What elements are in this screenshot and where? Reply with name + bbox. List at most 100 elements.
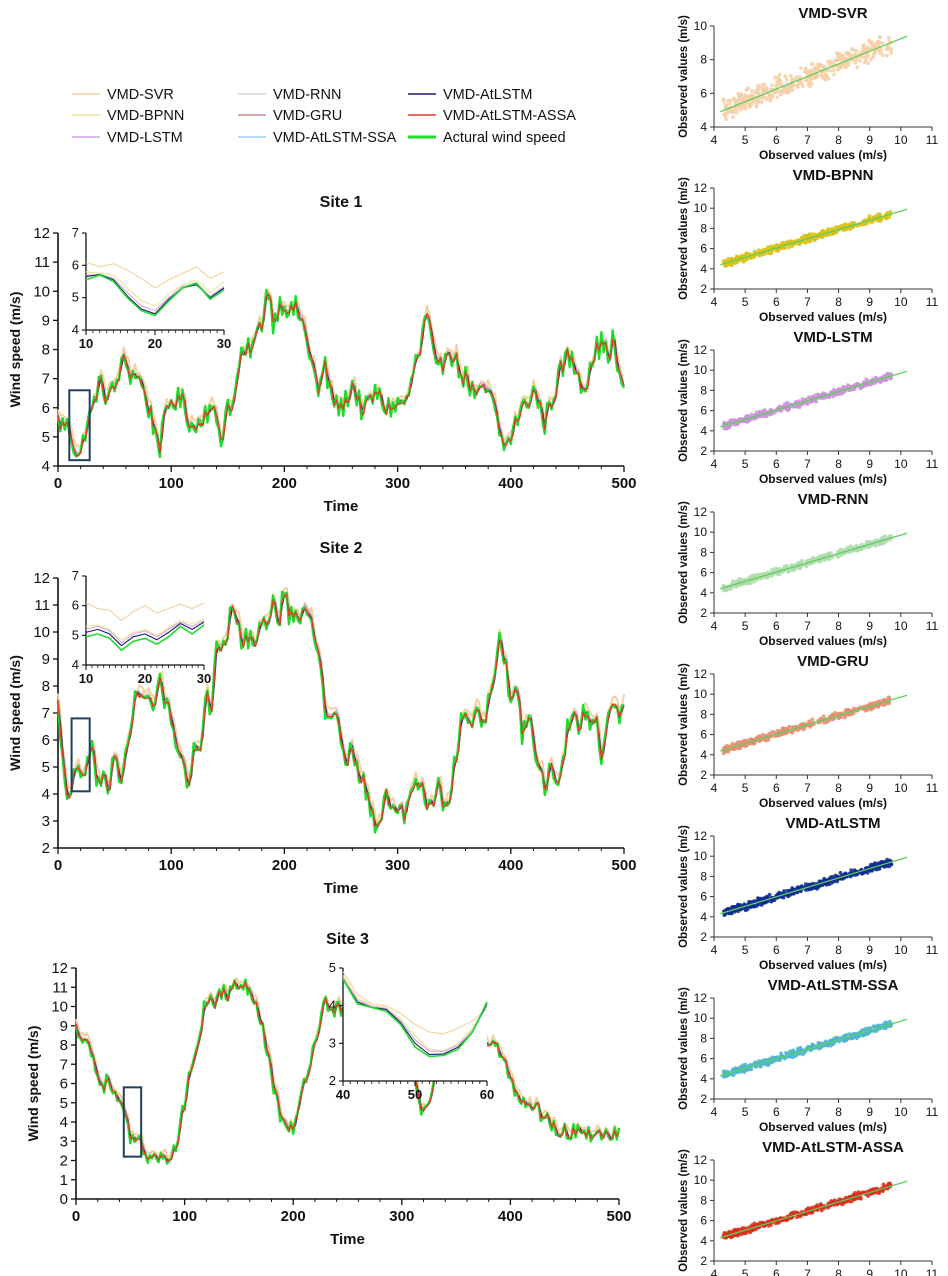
x-tick-label: 100 <box>159 857 184 874</box>
scatter-x-tick-label: 4 <box>711 295 718 309</box>
scatter-point <box>736 422 740 426</box>
scatter-x-tick-label: 11 <box>926 295 939 309</box>
scatter-point <box>780 895 784 899</box>
scatter-x-tick-label: 7 <box>804 133 811 147</box>
scatter-point <box>822 76 827 80</box>
scatter-point <box>880 41 885 45</box>
scatter-x-tick-label: 5 <box>742 457 749 471</box>
y-tick-label: 8 <box>60 1037 68 1054</box>
scatter-point <box>813 399 818 403</box>
y-tick-label: 10 <box>33 283 50 300</box>
scatter-point <box>815 74 820 79</box>
scatter-point <box>766 1061 771 1066</box>
scatter-point <box>782 565 786 570</box>
scatter-point <box>775 80 780 84</box>
scatter-x-label: Observed values (m/s) <box>759 148 887 162</box>
scatter-x-tick-label: 8 <box>835 1105 842 1119</box>
scatter-y-tick-label: 6 <box>700 566 707 580</box>
scatter-point <box>887 695 892 700</box>
scatter-y-tick-label: 10 <box>694 201 708 215</box>
scatter-point <box>789 87 794 92</box>
scatter-x-tick-label: 11 <box>926 619 939 633</box>
scatter-point <box>859 1196 863 1201</box>
scatter-x-tick-label: 8 <box>835 295 842 309</box>
legend-label: VMD-AtLSTM-ASSA <box>443 108 576 124</box>
y-axis-label: Wind speed (m/s) <box>7 292 23 408</box>
scatter-point <box>777 77 782 82</box>
scatter-point <box>724 117 729 122</box>
inset-y-tick-label: 7 <box>72 225 79 240</box>
scatter-point <box>753 1060 758 1065</box>
inset-y-tick-label: 7 <box>72 568 79 583</box>
x-tick-label: 100 <box>159 475 184 492</box>
scatter-point <box>783 86 787 91</box>
series-line-actual <box>56 590 625 834</box>
x-tick-label: 0 <box>54 857 62 874</box>
scatter-x-tick-label: 10 <box>894 943 908 957</box>
scatter-x-tick-label: 9 <box>866 619 873 633</box>
scatter-point <box>833 710 838 715</box>
scatter-y-tick-label: 10 <box>694 1173 708 1187</box>
scatter-point <box>728 101 733 106</box>
scatter-x-tick-label: 5 <box>742 295 749 309</box>
scatter-point <box>837 52 842 56</box>
y-tick-label: 9 <box>42 312 50 329</box>
scatter-y-tick-label: 2 <box>700 282 707 296</box>
scatter-point <box>869 42 874 46</box>
scatter-point <box>805 234 810 238</box>
y-tick-label: 7 <box>60 1056 68 1073</box>
scatter-point <box>838 55 842 60</box>
y-tick-label: 9 <box>60 1018 68 1035</box>
scatter-point <box>806 395 811 400</box>
scatter-point <box>772 898 777 902</box>
scatter-point <box>833 225 838 230</box>
y-tick-label: 12 <box>33 570 50 587</box>
scatter-y-tick-label: 10 <box>694 1011 708 1025</box>
scatter-point <box>790 1055 795 1059</box>
x-axis-label: Time <box>324 498 359 515</box>
inset-series-line <box>342 977 488 1053</box>
scatter-x-tick-label: 8 <box>835 133 842 147</box>
scatter-y-tick-label: 2 <box>700 1254 707 1268</box>
scatter-y-tick-label: 10 <box>694 19 708 33</box>
scatter-y-tick-label: 4 <box>700 748 707 762</box>
scatter-x-tick-label: 8 <box>835 781 842 795</box>
scatter-point <box>864 47 869 51</box>
scatter-y-label: Observed values (m/s) <box>678 663 690 786</box>
scatter-point <box>759 897 764 902</box>
scatter-point <box>889 862 894 867</box>
y-axis-label: Wind speed (m/s) <box>7 655 23 771</box>
scatter-point <box>765 899 770 904</box>
scatter-point <box>865 221 870 226</box>
scatter-x-label: Observed values (m/s) <box>759 1120 887 1134</box>
scatter-point <box>774 83 779 88</box>
scatter-point <box>841 57 846 61</box>
x-tick-label: 200 <box>272 857 297 874</box>
scatter-y-tick-label: 10 <box>694 849 708 863</box>
scatter-point <box>874 214 878 219</box>
scatter-point <box>811 555 815 560</box>
scatter-x-tick-label: 7 <box>804 619 811 633</box>
scatter-point <box>872 51 877 55</box>
scatter-y-tick-label: 4 <box>700 120 707 134</box>
inset-y-tick-label: 6 <box>72 598 79 613</box>
series-line-assa <box>57 293 625 457</box>
scatter-point <box>874 1024 879 1029</box>
scatter-point <box>830 555 835 560</box>
scatter-x-label: Observed values (m/s) <box>759 958 887 972</box>
scatter-y-tick-label: 2 <box>700 930 707 944</box>
scatter-point <box>727 1229 732 1234</box>
scatter-point <box>821 714 826 718</box>
chart-title: Site 3 <box>326 931 369 948</box>
inset-series-line <box>85 618 205 641</box>
scatter-point <box>861 55 866 60</box>
y-tick-label: 2 <box>60 1153 68 1170</box>
scatter-point <box>732 1229 737 1233</box>
scatter-y-tick-label: 4 <box>700 586 707 600</box>
scatter-point <box>764 86 769 90</box>
scatter-x-tick-label: 6 <box>773 295 780 309</box>
scatter-y-label: Observed values (m/s) <box>678 339 690 462</box>
scatter-x-tick-label: 4 <box>711 619 718 633</box>
